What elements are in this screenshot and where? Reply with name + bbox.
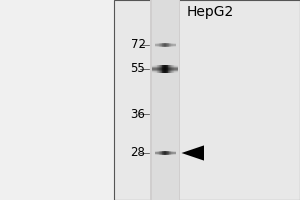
Bar [166,151,167,155]
Bar [152,70,178,71]
Bar [155,43,156,47]
Bar [154,151,176,152]
Bar [163,43,164,47]
Bar [158,43,159,47]
Bar [164,151,165,155]
Bar [167,65,168,73]
Bar [165,151,166,155]
Bar [159,65,160,73]
Bar [171,43,172,47]
Text: 55: 55 [130,62,145,75]
Bar [172,43,173,47]
Bar [155,65,156,73]
Bar [160,43,161,47]
Bar [174,43,175,47]
Bar [163,151,164,155]
Bar [162,151,163,155]
Bar [158,65,159,73]
Bar [156,65,157,73]
Bar [157,65,158,73]
Bar [173,65,174,73]
Bar [173,43,174,47]
Bar [174,151,175,155]
Bar [156,151,157,155]
Bar [154,154,176,155]
Bar [154,153,176,154]
Bar [152,65,178,66]
Bar [161,43,162,47]
Bar [168,65,169,73]
Bar [157,151,158,155]
Bar [114,0,300,200]
Bar [155,151,156,155]
Bar [170,151,171,155]
Text: HepG2: HepG2 [186,5,234,19]
Bar [152,69,178,70]
Bar [162,65,163,73]
Bar [168,43,169,47]
Bar [176,65,177,73]
Bar [157,43,158,47]
Bar [152,65,153,73]
Bar [154,43,176,44]
Bar [154,43,155,47]
Text: 28: 28 [130,146,146,160]
Bar [150,0,180,200]
Bar [171,151,172,155]
Bar [166,65,167,73]
Bar [160,151,161,155]
Bar [154,44,176,45]
Bar [154,152,176,153]
Bar [171,65,172,73]
Text: 36: 36 [130,108,146,120]
Bar [169,151,170,155]
Bar [170,43,171,47]
Bar [153,65,154,73]
Text: 72: 72 [130,38,146,51]
Bar [175,65,176,73]
Bar [169,65,170,73]
Bar [152,0,178,200]
Bar [154,46,176,47]
Bar [152,66,178,67]
Bar [161,151,162,155]
Bar [172,65,173,73]
Bar [173,151,174,155]
Bar [158,151,159,155]
Bar [170,65,171,73]
Bar [161,65,162,73]
Bar [164,65,165,73]
Bar [167,43,168,47]
Bar [174,65,175,73]
Bar [152,71,178,72]
Bar [154,151,155,155]
Bar [167,151,168,155]
Bar [165,65,166,73]
Bar [172,151,173,155]
Bar [166,43,167,47]
Bar [152,67,178,68]
Bar [169,43,170,47]
Bar [163,65,164,73]
Bar [159,151,160,155]
Bar [162,43,163,47]
Bar [168,151,169,155]
Bar [164,43,165,47]
Bar [165,43,166,47]
Bar [152,68,178,69]
Polygon shape [182,145,204,161]
Bar [177,65,178,73]
Bar [154,65,155,73]
Bar [160,65,161,73]
Bar [156,43,157,47]
Bar [159,43,160,47]
Bar [154,45,176,46]
Bar [152,72,178,73]
